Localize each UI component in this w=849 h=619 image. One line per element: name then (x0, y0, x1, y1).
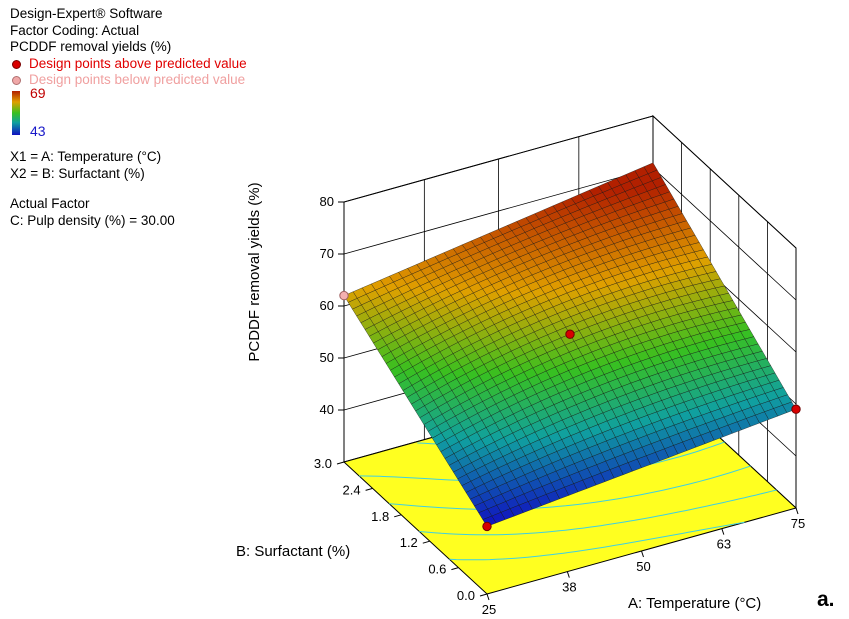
y-tick-label: 2.4 (343, 482, 361, 497)
x-tick-mark (795, 507, 799, 515)
colorbar-gradient (12, 90, 20, 135)
y-tick-label: 0.6 (428, 562, 446, 577)
x-axis-label: A: Temperature (°C) (628, 595, 761, 612)
y-tick-label: 1.2 (400, 535, 418, 550)
y-tick-mark (451, 567, 459, 571)
panel-letter: a. (817, 588, 835, 611)
x-tick-label: 50 (636, 559, 650, 574)
design-point-above (482, 521, 492, 532)
info-panel: Design-Expert® Software Factor Coding: A… (10, 6, 247, 229)
z-tick-label: 60 (320, 298, 334, 313)
legend-above-label: Design points above predicted value (29, 55, 247, 71)
legend-below-label: Design points below predicted value (29, 72, 246, 88)
y-tick-mark (394, 514, 402, 518)
x-tick-mark (641, 550, 644, 558)
tick-labels: 40 50 60 70 80 25 38 50 63 75 0.0 0.6 1.2 1.8 2.4 3.0 (314, 194, 805, 617)
y-tick-mark (336, 461, 345, 465)
colorbar-min-label: 43 (30, 122, 46, 139)
design-point-above (791, 404, 801, 414)
x-tick-label: 38 (562, 580, 576, 595)
floor-contour (419, 489, 777, 536)
x-tick-label: 25 (482, 602, 496, 617)
y-tick-label: 3.0 (314, 456, 332, 471)
legend-above: Design points above predicted value (10, 56, 247, 73)
x-tick-label: 75 (791, 516, 805, 531)
response-surface (343, 162, 797, 527)
x2-definition: X2 = B: Surfactant (%) (10, 165, 145, 181)
y-axis-label: B: Surfactant (%) (236, 543, 350, 560)
x1-definition: X1 = A: Temperature (°C) (10, 148, 162, 164)
z-tick-label: 80 (320, 194, 334, 209)
y-tick-mark (365, 487, 373, 491)
design-points (339, 290, 801, 532)
y-tick-label: 0.0 (457, 588, 475, 603)
above-point-icon (12, 59, 21, 69)
design-point-above (565, 329, 575, 339)
legend-below: Design points below predicted value (10, 72, 247, 89)
floor-contour (449, 521, 745, 561)
z-tick-label: 70 (320, 246, 334, 261)
actual-factor-value: C: Pulp density (%) = 30.00 (10, 212, 175, 228)
x-tick-label: 63 (717, 537, 731, 552)
actual-factor-title: Actual Factor (10, 196, 90, 212)
floor-contour (389, 465, 751, 510)
software-name: Design-Expert® Software (10, 6, 163, 21)
z-tick-label: 40 (320, 402, 334, 417)
z-axis-label: PCDDF removal yields (%) (246, 182, 263, 361)
factor-coding: Factor Coding: Actual (10, 22, 140, 38)
colorbar-max-label: 69 (30, 84, 46, 101)
colorbar: 69 43 (12, 85, 247, 139)
y-tick-mark (479, 593, 488, 597)
y-tick-mark (422, 540, 430, 544)
x-tick-mark (566, 571, 570, 578)
design-point-below (339, 290, 349, 301)
response-name: PCDDF removal yields (%) (10, 39, 172, 55)
z-tick-label: 50 (320, 350, 334, 365)
y-tick-label: 1.8 (371, 509, 389, 524)
x-tick-mark (721, 528, 725, 535)
below-point-icon (12, 76, 21, 86)
x-tick-mark (486, 593, 490, 601)
